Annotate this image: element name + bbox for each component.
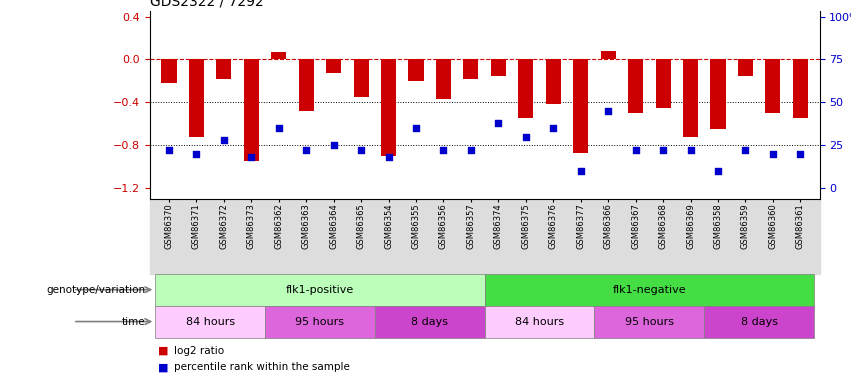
Bar (683, 60, 698, 136)
Text: flk1-positive: flk1-positive (286, 285, 354, 295)
Bar (595, 306, 705, 338)
Point (602, 108, 615, 114)
Bar (628, 60, 643, 113)
Bar (574, 60, 588, 153)
Bar (216, 60, 231, 79)
Bar (464, 60, 478, 79)
Bar (162, 60, 176, 83)
Point (300, 147, 313, 153)
Bar (655, 60, 671, 108)
Point (437, 147, 450, 153)
Point (711, 168, 725, 174)
Bar (299, 60, 314, 111)
Point (766, 151, 780, 157)
Bar (155, 274, 485, 306)
Text: ■: ■ (158, 346, 168, 355)
Bar (793, 60, 808, 118)
Point (163, 147, 176, 153)
Point (217, 137, 231, 143)
Bar (408, 60, 424, 81)
Bar (155, 306, 265, 338)
Bar (271, 52, 286, 60)
Point (354, 147, 368, 153)
Point (574, 168, 587, 174)
Bar (705, 306, 814, 338)
Point (492, 120, 505, 126)
Point (382, 154, 396, 160)
Point (683, 147, 697, 153)
Bar (518, 60, 534, 118)
Text: flk1-negative: flk1-negative (613, 285, 686, 295)
Text: genotype/variation: genotype/variation (47, 285, 146, 295)
Text: GDS2322 / 7292: GDS2322 / 7292 (150, 0, 264, 9)
Text: log2 ratio: log2 ratio (174, 346, 224, 355)
Bar (326, 60, 341, 74)
Point (629, 147, 643, 153)
Bar (491, 60, 505, 75)
Text: 84 hours: 84 hours (515, 316, 564, 327)
Point (519, 134, 533, 140)
Bar (601, 51, 616, 60)
Bar (485, 274, 814, 306)
Bar (436, 60, 451, 99)
Bar (243, 60, 259, 161)
Text: percentile rank within the sample: percentile rank within the sample (174, 363, 350, 372)
Text: 8 days: 8 days (411, 316, 448, 327)
Point (409, 125, 423, 131)
Text: 84 hours: 84 hours (186, 316, 235, 327)
Point (190, 151, 203, 157)
Text: 95 hours: 95 hours (295, 316, 345, 327)
Bar (353, 60, 368, 97)
Point (327, 142, 340, 148)
Bar (545, 60, 561, 105)
Point (656, 147, 670, 153)
Bar (381, 60, 396, 156)
Bar (189, 60, 204, 136)
Point (464, 147, 477, 153)
Point (739, 147, 752, 153)
Text: time: time (122, 316, 146, 327)
Text: 8 days: 8 days (740, 316, 778, 327)
Point (244, 154, 258, 160)
Bar (765, 60, 780, 113)
Bar (711, 60, 726, 129)
Point (793, 151, 807, 157)
Point (272, 125, 286, 131)
Bar (265, 306, 374, 338)
Bar (374, 306, 485, 338)
Text: ■: ■ (158, 363, 168, 372)
Text: 95 hours: 95 hours (625, 316, 674, 327)
Point (546, 125, 560, 131)
Bar (485, 306, 595, 338)
Bar (738, 60, 753, 75)
